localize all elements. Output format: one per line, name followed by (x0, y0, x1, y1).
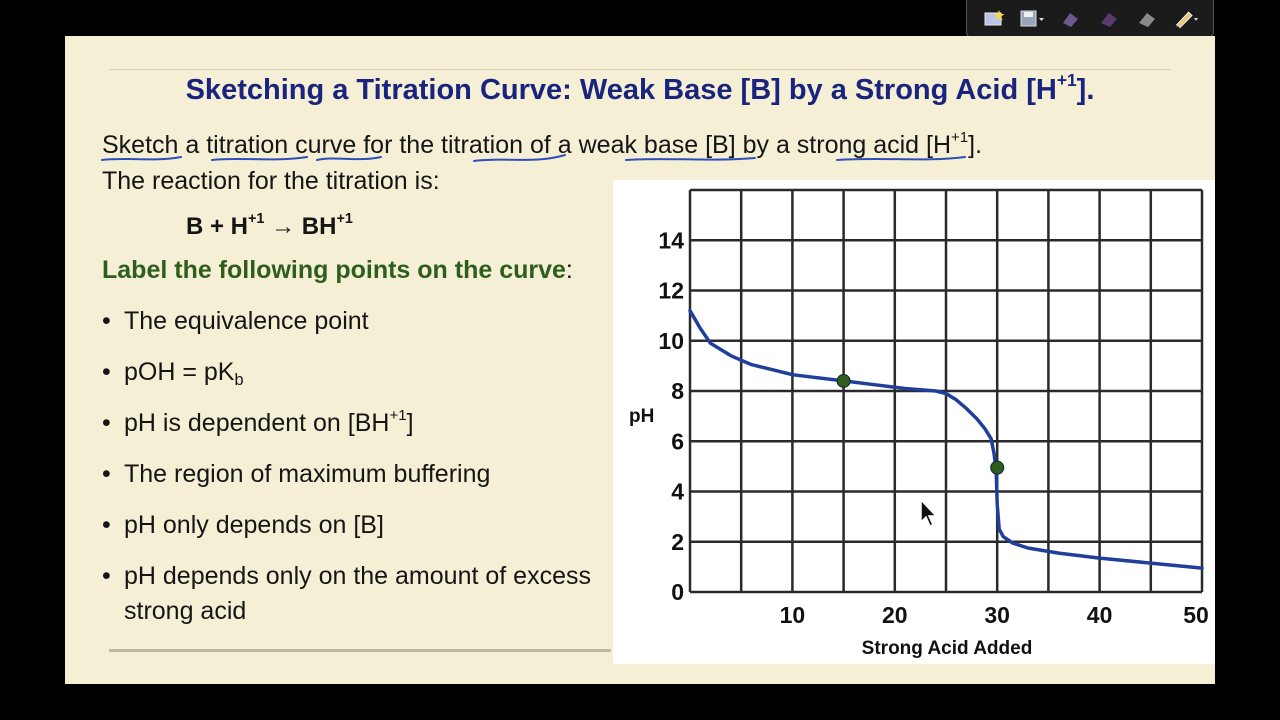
top-divider (109, 69, 1171, 70)
y-tick-label: 14 (658, 227, 684, 253)
bullet-dot: • (102, 307, 111, 335)
bullet-text: The equivalence point (124, 307, 369, 335)
save-icon[interactable] (1019, 8, 1045, 30)
x-tick-label: 10 (780, 602, 806, 628)
y-axis-label: pH (629, 406, 654, 427)
instruction-text: Sketch a titration curve for the titrati… (102, 131, 952, 159)
bullet-dot: • (102, 511, 111, 539)
title-end: ]. (1076, 74, 1095, 106)
list-item: • pOH = pKb (102, 355, 622, 390)
y-tick-label: 8 (671, 378, 684, 404)
annotation-toolbar (966, 0, 1214, 38)
slide-title: Sketching a Titration Curve: Weak Base [… (65, 71, 1215, 107)
x-tick-label: 50 (1183, 602, 1209, 628)
titration-chart: 0 2 4 6 8 10 12 14 10 20 30 40 50 pH Strong Acid Ad… (613, 180, 1215, 664)
reaction-intro: The reaction for the titration is: (102, 167, 440, 195)
chart-svg: 0 2 4 6 8 10 12 14 10 20 30 40 50 pH Strong Acid Ad… (629, 188, 1209, 659)
titration-curve (688, 308, 1204, 570)
camera-icon[interactable] (1058, 8, 1084, 30)
list-item: • pH is dependent on [BH+1] (102, 406, 622, 441)
y-tick-label: 4 (671, 479, 684, 505)
bullet-text: pH is dependent on [BH (124, 409, 390, 437)
bullet-text: The region of maximum buffering (124, 460, 491, 488)
list-item: • The region of maximum buffering (102, 457, 622, 492)
list-item: • pH only depends on [B] (102, 508, 622, 543)
list-item: • pH depends only on the amount of excess… (102, 559, 622, 629)
bullet-superscript: +1 (389, 406, 407, 424)
reaction-equation: B + H+1 → BH+1 (186, 211, 353, 241)
curve-point (990, 460, 1005, 475)
label-heading-text: Label the following points on the curve (102, 256, 566, 284)
bullet-dot: • (102, 409, 111, 437)
x-tick-label: 30 (984, 602, 1010, 628)
instruction-superscript: +1 (951, 128, 969, 146)
y-tick-label: 2 (671, 529, 684, 555)
reaction-sup-2: +1 (336, 211, 353, 228)
label-heading-colon: : (565, 256, 573, 284)
curve-point (836, 373, 851, 388)
bullet-text: pH only depends on [B] (124, 511, 384, 539)
eraser-icon[interactable] (1134, 8, 1160, 30)
marker-icon[interactable] (1096, 8, 1122, 30)
pen-icon[interactable] (1173, 8, 1199, 30)
bullet-subscript: b (234, 370, 244, 389)
bullet-dot: • (102, 358, 111, 386)
instruction-end: ]. (968, 131, 983, 159)
y-tick-label: 12 (658, 278, 684, 304)
label-heading: Label the following points on the curve: (102, 256, 573, 285)
star-icon[interactable] (981, 8, 1007, 30)
reaction-left: B + H (186, 213, 249, 240)
instruction-line: Sketch a titration curve for the titrati… (102, 128, 983, 160)
mouse-cursor (920, 498, 938, 527)
slide: Sketching a Titration Curve: Weak Base [… (65, 36, 1215, 684)
bottom-divider (109, 649, 611, 652)
title-text: Sketching a Titration Curve: Weak Base [… (185, 74, 1057, 106)
bullet-text: pH depends only on the amount of excess … (124, 562, 591, 625)
reaction-arrow: → BH (264, 213, 337, 240)
x-tick-label: 20 (882, 602, 908, 628)
bullet-end: ] (406, 409, 414, 437)
bullet-dot: • (102, 562, 111, 590)
list-item: • The equivalence point (102, 304, 622, 339)
title-superscript: +1 (1056, 69, 1077, 90)
reaction-sup-1: +1 (248, 211, 265, 228)
x-tick-label: 40 (1087, 602, 1113, 628)
y-tick-label: 0 (671, 579, 684, 605)
bullet-text: pOH = pK (124, 358, 235, 386)
bullet-dot: • (102, 460, 111, 488)
x-axis-label: Strong Acid Added (862, 638, 1033, 659)
y-tick-label: 10 (658, 328, 684, 354)
y-tick-label: 6 (671, 428, 684, 454)
bullet-list: • The equivalence point • pOH = pKb • pH is… (102, 304, 622, 645)
